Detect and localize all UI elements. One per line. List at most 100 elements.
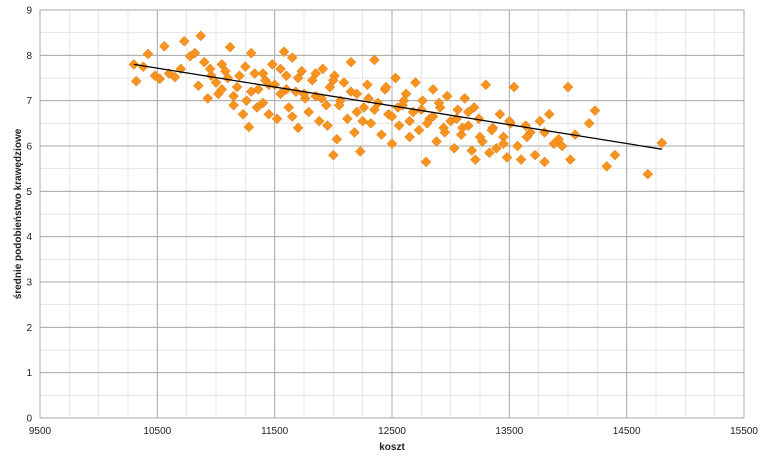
data-point: [508, 81, 520, 93]
data-point: [474, 131, 486, 143]
data-point: [257, 97, 269, 109]
data-point: [520, 120, 532, 131]
data-point: [380, 81, 392, 93]
data-point: [431, 136, 442, 147]
y-tick-labels: 0 1 2 3 4 5 6 7 8 9: [26, 6, 32, 425]
y-tick-label: 2: [26, 323, 32, 334]
y-tick-label: 1: [26, 368, 32, 379]
data-point: [271, 113, 283, 125]
x-tick-label: 9500: [29, 426, 52, 437]
y-axis-title: średnie podobieństwo krawędziowe: [13, 128, 24, 299]
gridlines: [39, 9, 745, 419]
data-point: [231, 81, 243, 93]
data-point: [386, 138, 398, 150]
data-point: [204, 63, 216, 75]
y-tick-label: 8: [26, 51, 32, 62]
data-point: [448, 142, 460, 154]
data-point: [224, 41, 236, 53]
y-tick-label: 6: [26, 142, 32, 153]
data-point: [357, 115, 369, 127]
data-point: [494, 108, 506, 120]
data-point: [601, 161, 613, 172]
data-point: [420, 156, 432, 168]
data-point: [562, 81, 574, 93]
data-point: [390, 72, 401, 84]
data-point: [362, 79, 373, 91]
data-point: [439, 127, 451, 138]
data-point: [313, 115, 325, 127]
y-tick-label: 5: [26, 187, 32, 198]
data-point: [228, 99, 239, 111]
data-point: [142, 48, 154, 60]
y-tick-label: 4: [26, 232, 32, 243]
x-tick-label: 14500: [613, 426, 641, 437]
data-point: [589, 105, 601, 116]
data-point: [609, 149, 621, 161]
data-point: [310, 68, 322, 79]
data-point: [480, 79, 492, 91]
data-point: [656, 137, 668, 149]
data-point: [433, 97, 445, 109]
data-point: [241, 95, 252, 107]
data-point: [317, 63, 329, 75]
x-axis-title: koszt: [379, 442, 405, 453]
data-point: [195, 30, 207, 42]
x-tick-label: 13500: [495, 426, 523, 437]
data-point: [543, 108, 555, 120]
data-point: [316, 93, 327, 104]
data-point: [239, 61, 251, 73]
data-point: [539, 156, 550, 168]
data-point: [193, 80, 204, 92]
data-point: [642, 168, 654, 180]
data-point: [491, 142, 502, 154]
data-point: [266, 59, 278, 70]
data-point: [365, 117, 377, 129]
data-point: [413, 124, 425, 136]
data-point: [342, 113, 353, 125]
data-point: [249, 68, 261, 79]
data-point: [404, 115, 415, 127]
data-point: [263, 79, 275, 91]
data-point: [386, 111, 398, 122]
data-point: [459, 93, 471, 104]
data-point: [245, 47, 257, 59]
data-point: [292, 122, 304, 134]
data-point: [469, 154, 481, 165]
data-point: [349, 127, 360, 138]
data-point: [393, 120, 405, 131]
data-point: [404, 131, 415, 143]
data-point: [455, 129, 467, 141]
data-points: [128, 30, 668, 180]
x-tick-label: 10500: [143, 426, 171, 437]
trendline: [133, 63, 662, 150]
trendline-group: [133, 63, 662, 150]
data-point: [512, 140, 523, 152]
data-point: [210, 77, 222, 88]
x-tick-labels: 9500 10500 11500 12500 13500 14500 15500: [29, 426, 758, 437]
data-point: [484, 147, 495, 159]
data-point: [564, 154, 576, 165]
data-point: [427, 111, 439, 122]
data-point: [351, 106, 363, 118]
data-point: [462, 106, 474, 118]
data-point: [292, 72, 304, 84]
data-point: [363, 93, 374, 104]
data-point: [468, 102, 480, 113]
x-tick-label: 11500: [261, 426, 289, 437]
data-point: [515, 154, 527, 165]
data-point: [415, 104, 427, 116]
data-point: [333, 99, 345, 111]
data-point: [169, 71, 181, 83]
data-point: [275, 63, 286, 75]
data-point: [278, 46, 290, 58]
data-point: [257, 68, 269, 79]
data-point: [202, 93, 214, 104]
data-point: [486, 124, 498, 136]
data-point: [441, 90, 453, 102]
data-point: [410, 77, 421, 88]
data-point: [369, 104, 380, 116]
data-point: [263, 108, 275, 120]
y-tick-label: 9: [26, 6, 32, 17]
data-point: [198, 56, 210, 68]
